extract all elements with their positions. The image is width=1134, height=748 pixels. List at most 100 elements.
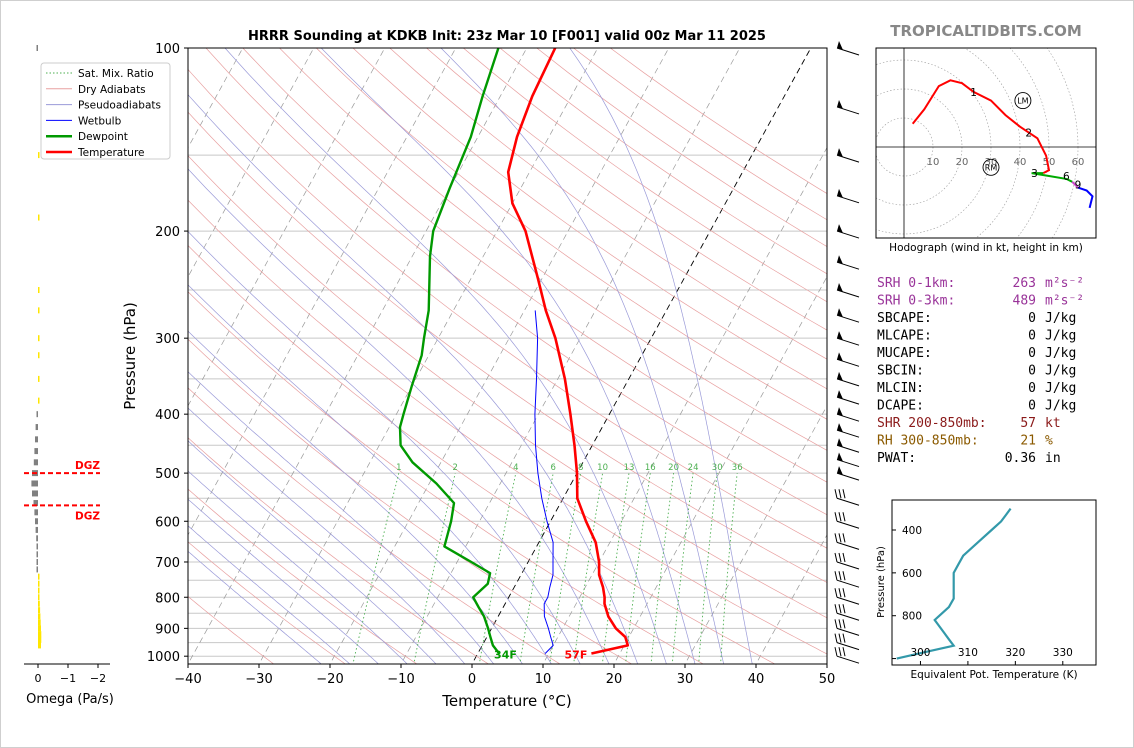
- wind-barb-shaft: [836, 596, 860, 605]
- wind-barb-flag: [842, 512, 846, 522]
- param-row: MLCAPE: 0 J/kg: [877, 329, 1076, 344]
- isotherm: [258, 48, 599, 664]
- hodograph-ring-label: 10: [927, 157, 940, 168]
- param-label: DCAPE:: [877, 399, 924, 414]
- legend-box: [40, 62, 171, 160]
- x-tick-label: −40: [174, 672, 201, 687]
- omega-bar: [36, 543, 38, 550]
- y-tick-label: 900: [155, 622, 180, 637]
- param-unit: J/kg: [1045, 329, 1076, 344]
- param-value: 0: [1028, 364, 1036, 379]
- wind-barb-pennant: [837, 452, 843, 462]
- param-label: SRH 0-1km:: [877, 276, 955, 291]
- wind-barb-flag: [834, 588, 838, 598]
- mixing-ratio-label: 8: [578, 463, 583, 473]
- wind-barb-flag: [838, 633, 842, 643]
- theta-e-ytick-label: 600: [902, 568, 922, 580]
- hodograph-marker-label: LM: [1017, 97, 1028, 106]
- dry-adiabat: [205, 48, 827, 516]
- wind-barb-flag: [842, 552, 846, 563]
- dry-adiabat: [188, 245, 776, 664]
- omega-bar: [38, 573, 40, 580]
- y-tick-label: 500: [155, 467, 180, 482]
- omega-bar: [34, 448, 38, 455]
- wind-barb-shaft: [836, 655, 860, 664]
- wind-barb-flag: [834, 633, 838, 643]
- param-row: SHR 200-850mb: 57 kt: [877, 416, 1061, 431]
- wind-barb-pennant: [837, 371, 843, 381]
- mixing-ratio-line: [601, 473, 630, 664]
- x-tick-label: 20: [606, 672, 623, 687]
- omega-bar: [38, 214, 40, 221]
- wind-barb: [836, 99, 860, 115]
- wind-barb: [834, 647, 860, 664]
- y-tick-label: 300: [155, 332, 180, 347]
- dry-adiabat: [188, 387, 561, 664]
- wind-barb-flag: [838, 604, 842, 614]
- x-axis-label: Temperature (°C): [441, 692, 571, 710]
- omega-bar: [36, 558, 38, 565]
- mixing-ratio-label: 4: [513, 463, 518, 473]
- wind-barb-pennant: [837, 224, 843, 234]
- omega-bar: [38, 636, 42, 643]
- param-value: 0.36: [1005, 451, 1036, 466]
- dry-adiabat: [188, 595, 275, 664]
- omega-bar: [38, 619, 41, 626]
- dry-adiabat: [426, 48, 827, 331]
- theta-e-xlabel: Equivalent Pot. Temperature (K): [910, 669, 1077, 681]
- surface-dewpoint-label: 34F: [494, 649, 517, 662]
- dgz-label: DGZ: [75, 460, 100, 472]
- pseudoadiabat: [188, 525, 351, 664]
- pseudoadiabat: [188, 284, 552, 664]
- wind-barb-pennant: [837, 423, 843, 433]
- wind-barb-shaft: [836, 612, 860, 621]
- wind-barb: [836, 371, 860, 387]
- pseudoadiabat: [320, 48, 696, 664]
- wind-barb-pennant: [837, 466, 843, 476]
- param-value: 489: [1013, 294, 1036, 309]
- hodograph-caption: Hodograph (wind in kt, height in km): [889, 242, 1083, 254]
- hodograph-height-label: 9: [1075, 180, 1082, 192]
- param-label: SBCAPE:: [877, 311, 932, 326]
- wind-barb-pennant: [837, 352, 843, 362]
- wind-barb-shaft: [836, 520, 860, 529]
- wetbulb-line: [534, 310, 554, 654]
- omega-bar: [38, 594, 40, 601]
- hodograph-ring-label: 50: [1043, 157, 1056, 168]
- theta-e-tick-label: 300: [910, 647, 930, 659]
- wind-barb-shaft: [836, 627, 860, 636]
- omega-bar: [38, 631, 42, 638]
- wind-barb: [836, 423, 860, 438]
- wind-barb-flag: [834, 489, 838, 499]
- mixing-ratio-line: [352, 472, 400, 664]
- omega-bar: [36, 551, 38, 558]
- wind-barb: [834, 552, 860, 570]
- pseudoadiabat: [188, 498, 380, 664]
- skewt-axes-frame: [187, 47, 828, 665]
- dry-adiabat: [316, 48, 827, 420]
- y-tick-label: 600: [155, 515, 180, 530]
- wind-barb: [834, 588, 860, 605]
- wind-barb: [834, 512, 860, 529]
- param-value: 0: [1028, 346, 1036, 361]
- dry-adiabat: [188, 541, 346, 664]
- mixing-ratio-line: [478, 473, 517, 664]
- surface-temp-label: 57F: [565, 649, 588, 662]
- wind-barb-flag: [842, 533, 846, 543]
- omega-bar: [31, 480, 38, 487]
- param-unit: m²s⁻²: [1045, 276, 1084, 291]
- mixing-ratio-label: 1: [396, 463, 401, 473]
- mixing-ratio-line: [625, 473, 651, 664]
- wind-barb: [836, 452, 860, 468]
- omega-bar: [38, 607, 41, 614]
- wind-barb-flag: [834, 619, 838, 629]
- param-label: SRH 0-3km:: [877, 294, 955, 309]
- mixing-ratio-line: [519, 473, 554, 664]
- omega-panel: DGZ DGZ 0 −1 −2 Omega (Pa/s): [24, 45, 114, 707]
- omega-bar: [33, 459, 38, 466]
- param-value: 57: [1020, 416, 1036, 431]
- hodograph-height-label: 2: [1025, 128, 1032, 140]
- wind-barb-pennant: [837, 407, 843, 417]
- hodograph-ring-label: 60: [1072, 157, 1085, 168]
